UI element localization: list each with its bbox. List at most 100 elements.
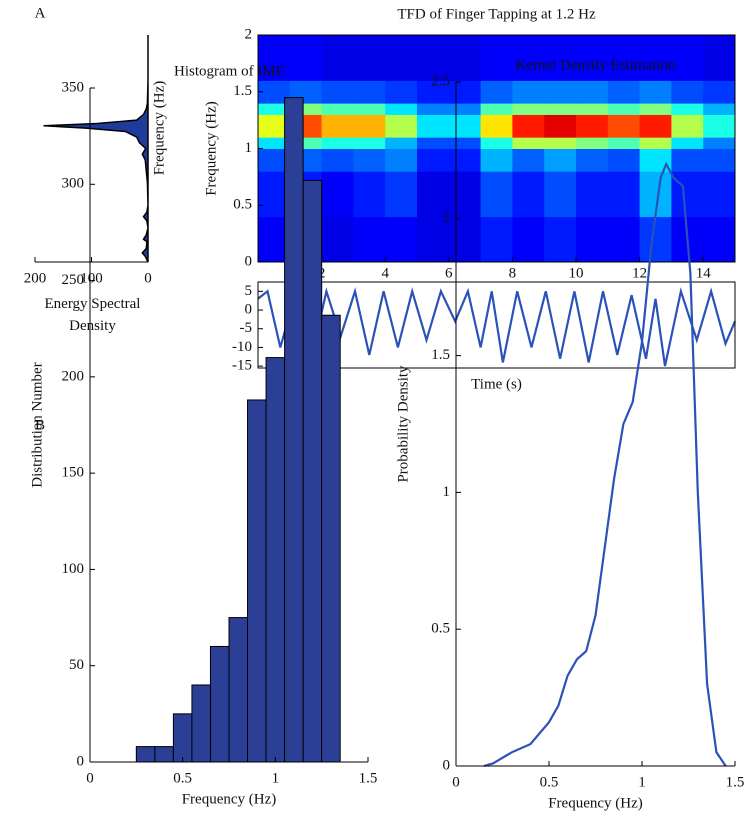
heat-cell bbox=[607, 171, 641, 218]
heat-cell bbox=[258, 35, 291, 81]
bar bbox=[321, 314, 341, 763]
y-tick-label: 200 bbox=[62, 368, 85, 384]
x-tick-label: 1.5 bbox=[359, 770, 378, 786]
heat-cell bbox=[512, 103, 545, 115]
heat-cell bbox=[703, 148, 736, 172]
heat-cell bbox=[448, 171, 482, 218]
heat-cell bbox=[576, 35, 609, 81]
heat-cell bbox=[607, 137, 641, 149]
heat-cell bbox=[417, 103, 450, 115]
y-tick-label: 0 bbox=[443, 757, 451, 773]
heat-cell bbox=[480, 137, 513, 149]
heat-cell bbox=[671, 148, 704, 172]
heat-cell bbox=[512, 216, 545, 263]
heat-cell bbox=[258, 114, 291, 138]
y-tick-label: 1.5 bbox=[233, 83, 252, 99]
heat-cell bbox=[544, 114, 577, 138]
heat-cell bbox=[576, 148, 609, 172]
heat-cell bbox=[417, 35, 450, 81]
heat-cell bbox=[385, 80, 418, 104]
heat-cell bbox=[480, 216, 513, 263]
heat-cell bbox=[353, 114, 386, 138]
heat-cell bbox=[576, 103, 609, 115]
y-axis-label: Probability Density bbox=[395, 365, 411, 483]
line bbox=[483, 161, 727, 768]
heat-cell bbox=[417, 137, 450, 149]
heat-cell bbox=[703, 171, 736, 218]
heat-cell bbox=[544, 216, 577, 263]
heat-cell bbox=[671, 171, 704, 218]
heat-cell bbox=[417, 216, 450, 263]
y-tick-label: 0.5 bbox=[233, 197, 252, 213]
heat-cell bbox=[512, 35, 545, 81]
x-tick-label: 14 bbox=[696, 265, 712, 281]
heat-cell bbox=[385, 114, 418, 138]
y-tick-label: -15 bbox=[232, 358, 252, 374]
heat-cell bbox=[703, 216, 736, 263]
heat-cell bbox=[289, 103, 323, 115]
y-tick-label: -5 bbox=[240, 320, 253, 336]
heat-cell bbox=[576, 137, 609, 149]
bar bbox=[172, 713, 193, 763]
y-axis-label: Frequency (Hz) bbox=[151, 81, 167, 176]
chart-title: Histogram of IMF bbox=[174, 63, 284, 79]
heat-cell bbox=[385, 216, 418, 263]
x-tick-label: 6 bbox=[445, 265, 453, 281]
heat-cell bbox=[671, 35, 704, 81]
y-tick-label: 0 bbox=[245, 301, 253, 317]
heat-cell bbox=[321, 171, 354, 218]
heat-cell bbox=[671, 103, 704, 115]
y-tick-label: 1 bbox=[443, 484, 451, 500]
heat-cell bbox=[639, 35, 672, 81]
heat-cell bbox=[671, 80, 704, 104]
heat-cell bbox=[703, 137, 736, 149]
heat-cell bbox=[576, 171, 609, 218]
x-axis-label: Time (s) bbox=[471, 376, 522, 392]
heat-cell bbox=[639, 103, 672, 115]
y-tick-label: 250 bbox=[62, 272, 85, 288]
heat-cell bbox=[321, 80, 354, 104]
bar bbox=[265, 357, 286, 763]
heat-cell bbox=[512, 171, 545, 218]
heat-cell bbox=[353, 103, 386, 115]
y-axis-label: Distribution Number bbox=[29, 362, 45, 487]
heat-cell bbox=[321, 148, 354, 172]
heat-cell bbox=[544, 35, 577, 81]
bar bbox=[228, 617, 249, 763]
heat-cell bbox=[480, 35, 513, 81]
heat-cell bbox=[321, 103, 354, 115]
bar bbox=[135, 746, 156, 763]
heat-cell bbox=[607, 114, 641, 138]
heat-cell bbox=[480, 114, 513, 138]
heat-cell bbox=[480, 148, 513, 172]
heat-cell bbox=[385, 35, 418, 81]
heat-cell bbox=[703, 80, 736, 104]
heat-cell bbox=[353, 216, 386, 263]
bar bbox=[209, 645, 230, 763]
y-tick-label: 2 bbox=[443, 210, 451, 226]
heat-cell bbox=[353, 35, 386, 81]
heat-cell bbox=[417, 171, 450, 218]
x-tick-label: 10 bbox=[569, 265, 584, 281]
heat-cell bbox=[385, 148, 418, 172]
y-tick-label: 0 bbox=[245, 253, 253, 269]
x-tick-label: 0 bbox=[144, 270, 152, 286]
heat-cell bbox=[353, 148, 386, 172]
heat-cell bbox=[544, 148, 577, 172]
heat-cell bbox=[289, 137, 323, 149]
heat-cell bbox=[258, 103, 291, 115]
heat-cell bbox=[512, 148, 545, 172]
y-tick-label: 1 bbox=[245, 140, 253, 156]
heat-cell bbox=[703, 35, 736, 81]
x-tick-label: 1.5 bbox=[726, 774, 745, 790]
bar bbox=[302, 179, 323, 763]
y-tick-label: 0.5 bbox=[431, 621, 450, 637]
heat-cell bbox=[321, 114, 354, 138]
x-tick-label: 0 bbox=[86, 770, 94, 786]
x-tick-label: 1 bbox=[638, 774, 646, 790]
y-tick-label: 150 bbox=[62, 465, 85, 481]
heat-cell bbox=[353, 137, 386, 149]
chart-title: Kernel Density Estimation bbox=[516, 57, 676, 73]
heat-cell bbox=[639, 114, 672, 138]
